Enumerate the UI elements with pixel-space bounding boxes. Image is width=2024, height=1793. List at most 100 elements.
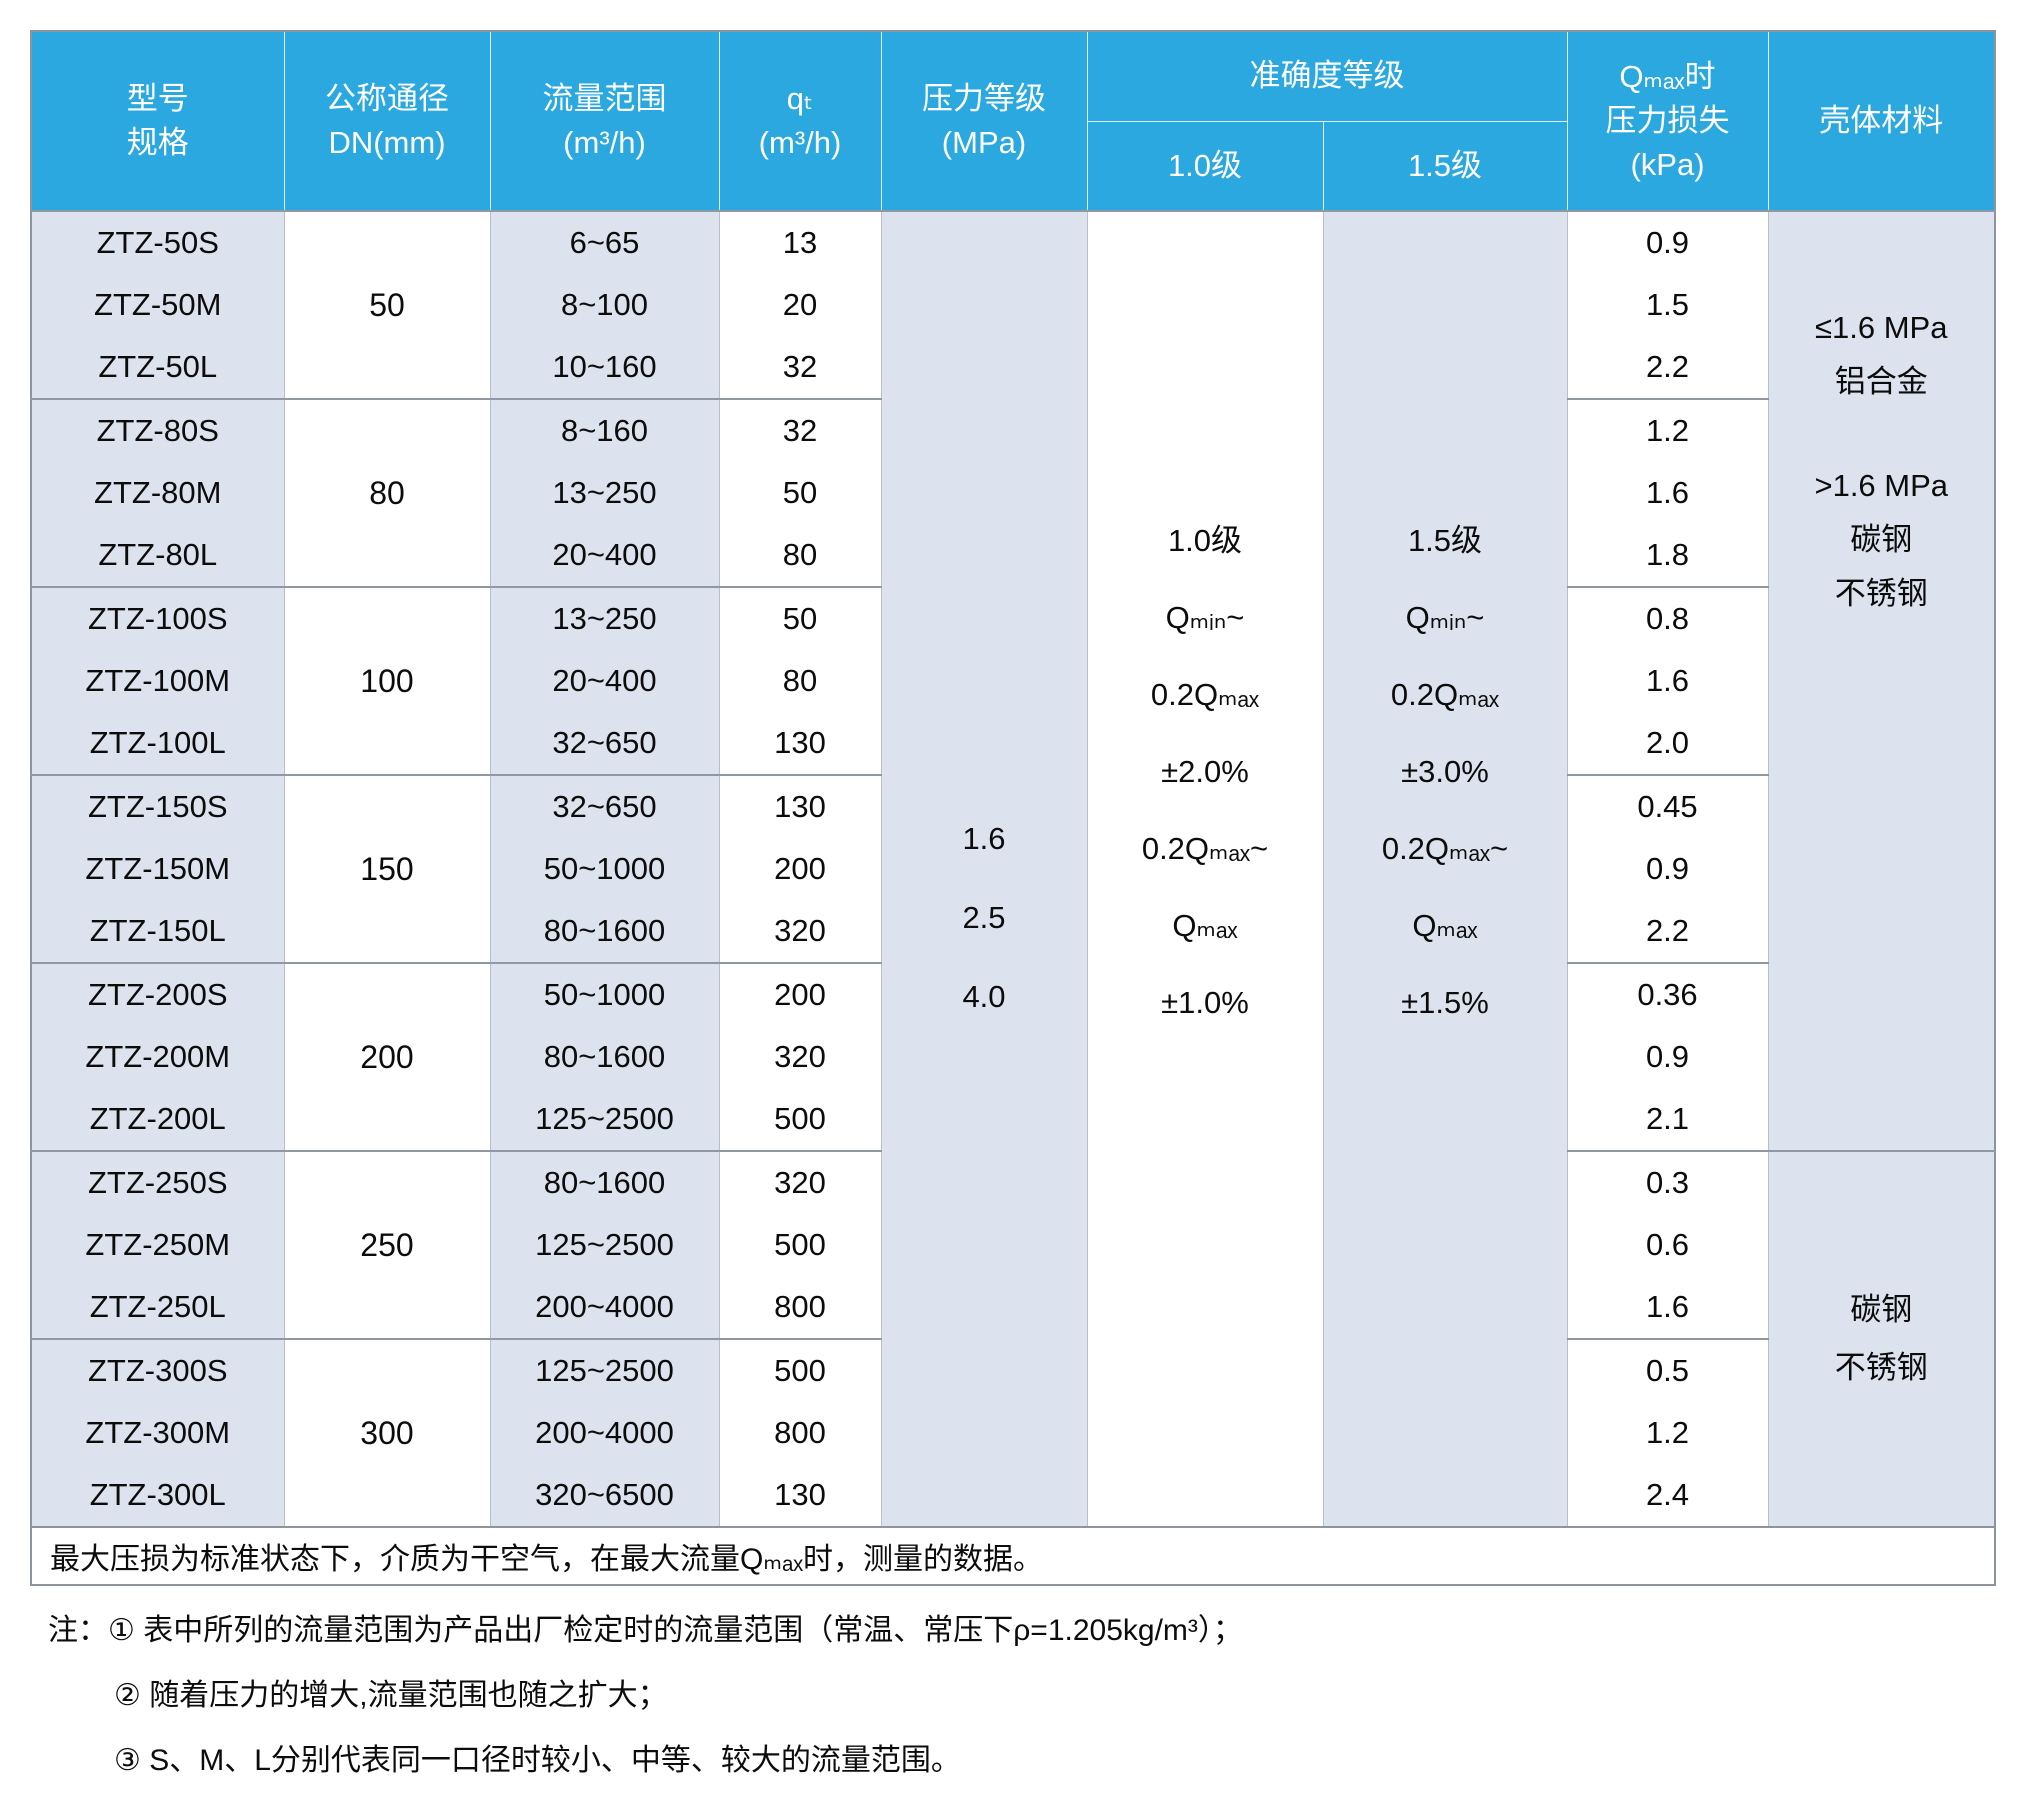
qt-cell: 500 bbox=[718, 1088, 882, 1151]
accuracy-1-0-cell-line: 0.2Qₘₐₓ~ bbox=[1141, 830, 1269, 866]
table-row: ZTZ-50L 10~160 32 2.2 bbox=[30, 336, 1995, 399]
header-accuracy-1-5: 1.5级 bbox=[1322, 120, 1568, 212]
qt-cell: 50 bbox=[718, 586, 882, 650]
flow-range-cell: 50~1000 bbox=[489, 838, 720, 900]
pressure-loss-cell: 0.6 bbox=[1566, 1214, 1769, 1276]
flow-range-cell: 8~160 bbox=[489, 398, 720, 462]
pressure-loss-cell: 2.2 bbox=[1566, 336, 1769, 399]
accuracy-1-5-cell-line: Qₘₐₓ bbox=[1412, 907, 1478, 943]
table-row: ZTZ-80M 13~250 50 1.6 bbox=[30, 462, 1995, 524]
footnote-item-1: 注：① 表中所列的流量范围为产品出厂检定时的流量范围（常温、常压下ρ=1.205… bbox=[48, 1614, 1243, 1647]
model-cell: ZTZ-200L bbox=[30, 1088, 285, 1151]
table-row: ZTZ-150M 50~1000 200 0.9 bbox=[30, 838, 1995, 900]
model-cell: ZTZ-250L bbox=[30, 1276, 285, 1339]
model-cell: ZTZ-250M bbox=[30, 1214, 285, 1276]
material-cell-lower-content: 碳钢 不锈钢 bbox=[1769, 1281, 1995, 1397]
qt-cell: 130 bbox=[718, 1464, 882, 1527]
material-cell-lower-line: 碳钢 bbox=[1850, 1292, 1913, 1327]
table-row: ZTZ-200M 80~1600 320 0.9 bbox=[30, 1026, 1995, 1088]
flow-range-cell: 200~4000 bbox=[489, 1402, 720, 1464]
qt-cell: 32 bbox=[718, 336, 882, 399]
table-row: ZTZ-150S 150 32~650 130 0.45 bbox=[30, 774, 1995, 963]
dn-cell: 300 bbox=[283, 1338, 491, 1527]
pressure-loss-cell: 1.8 bbox=[1566, 524, 1769, 587]
flow-range-cell: 32~650 bbox=[489, 774, 720, 838]
flow-range-cell: 80~1600 bbox=[489, 900, 720, 963]
dn-cell: 50 bbox=[283, 210, 491, 399]
model-cell: ZTZ-80L bbox=[30, 524, 285, 587]
pressure-loss-cell: 2.2 bbox=[1566, 900, 1769, 963]
model-cell: ZTZ-300M bbox=[30, 1402, 285, 1464]
footnotes: 注：① 表中所列的流量范围为产品出厂检定时的流量范围（常温、常压下ρ=1.205… bbox=[48, 1598, 1243, 1793]
material-cell-upper: ≤1.6 MPa 铝合金 >1.6 MPa 碳钢 不锈钢 bbox=[1767, 210, 1996, 1151]
qt-cell: 50 bbox=[718, 462, 882, 524]
pressure-loss-cell: 0.9 bbox=[1566, 210, 1769, 274]
table-row: ZTZ-300M 200~4000 800 1.2 bbox=[30, 1402, 1995, 1464]
material-cell-upper-content: ≤1.6 MPa 铝合金 >1.6 MPa 碳钢 不锈钢 bbox=[1769, 301, 1995, 621]
dn-cell: 150 bbox=[283, 774, 491, 963]
flow-range-cell: 13~250 bbox=[489, 586, 720, 650]
material-cell-upper-line: >1.6 MPa bbox=[1814, 468, 1949, 503]
flow-range-cell: 8~100 bbox=[489, 274, 720, 336]
table-header: 型号 规格 公称通径 DN(mm) 流量范围 (m³/h) qₜ (m³/h) … bbox=[30, 30, 1996, 212]
accuracy-1-0-cell-line: 0.2Qₘₐₓ bbox=[1150, 676, 1260, 712]
flow-range-cell: 13~250 bbox=[489, 462, 720, 524]
pressure-loss-cell: 1.2 bbox=[1566, 398, 1769, 462]
pressure-rating-cell-line: 4.0 bbox=[962, 978, 1006, 1014]
model-cell: ZTZ-100S bbox=[30, 586, 285, 650]
pressure-rating-cell: 1.6 2.5 4.0 bbox=[880, 210, 1088, 1527]
pressure-loss-cell: 0.8 bbox=[1566, 586, 1769, 650]
table-row: ZTZ-50S 50 6~65 13 1.6 2.5 4.0 1.0级 Qₘᵢₙ~ 0.2Qₘₐₓ… bbox=[30, 210, 1996, 1527]
flow-range-cell: 20~400 bbox=[489, 524, 720, 587]
dn-cell: 100 bbox=[283, 586, 491, 775]
accuracy-1-0-cell-content: 1.0级 Qₘᵢₙ~ 0.2Qₘₐₓ ±2.0% 0.2Qₘₐₓ~ Qₘₐₓ ±1.0% bbox=[1088, 502, 1323, 1041]
pressure-loss-cell: 2.0 bbox=[1566, 712, 1769, 775]
table-row: ZTZ-200S 200 50~1000 200 0.36 bbox=[30, 962, 1995, 1151]
table-body: ZTZ-50S 50 6~65 13 1.6 2.5 4.0 1.0级 Qₘᵢₙ~ 0.2Qₘₐₓ… bbox=[30, 210, 1996, 1585]
header-pressure-loss: Qₘₐₓ时 压力损失 (kPa) bbox=[1566, 30, 1769, 212]
table-row: ZTZ-80S 80 8~160 32 1.2 bbox=[30, 398, 1995, 587]
table-row: ZTZ-100M 20~400 80 1.6 bbox=[30, 650, 1995, 712]
qt-cell: 320 bbox=[718, 1150, 882, 1214]
model-cell: ZTZ-200M bbox=[30, 1026, 285, 1088]
table-row: ZTZ-200L 125~2500 500 2.1 bbox=[30, 1088, 1995, 1151]
model-cell: ZTZ-100L bbox=[30, 712, 285, 775]
header-pressure: 压力等级 (MPa) bbox=[880, 30, 1088, 212]
model-cell: ZTZ-300S bbox=[30, 1338, 285, 1402]
pressure-loss-cell: 0.45 bbox=[1566, 774, 1769, 838]
flow-range-cell: 80~1600 bbox=[489, 1150, 720, 1214]
table-row: ZTZ-300L 320~6500 130 2.4 bbox=[30, 1464, 1995, 1527]
flow-range-cell: 32~650 bbox=[489, 712, 720, 775]
qt-cell: 20 bbox=[718, 274, 882, 336]
material-cell-upper-line: 铝合金 bbox=[1834, 364, 1928, 399]
accuracy-1-0-cell-line: Qₘᵢₙ~ bbox=[1165, 599, 1245, 635]
table-row: ZTZ-250S 250 80~1600 320 0.3 碳钢 不锈钢 bbox=[30, 1150, 1996, 1527]
accuracy-1-5-cell: 1.5级 Qₘᵢₙ~ 0.2Qₘₐₓ ±3.0% 0.2Qₘₐₓ~ Qₘₐₓ ±1.5% bbox=[1322, 210, 1568, 1527]
table-row: ZTZ-150L 80~1600 320 2.2 bbox=[30, 900, 1995, 963]
model-cell: ZTZ-300L bbox=[30, 1464, 285, 1527]
material-cell-upper-line bbox=[1769, 409, 1995, 459]
flow-range-cell: 200~4000 bbox=[489, 1276, 720, 1339]
model-cell: ZTZ-50M bbox=[30, 274, 285, 336]
header-accuracy-1-0: 1.0级 bbox=[1086, 120, 1324, 212]
accuracy-1-0-cell-line: ±2.0% bbox=[1161, 753, 1249, 789]
model-cell: ZTZ-100M bbox=[30, 650, 285, 712]
model-cell: ZTZ-80S bbox=[30, 398, 285, 462]
table-row: ZTZ-100L 32~650 130 2.0 bbox=[30, 712, 1995, 775]
qt-cell: 80 bbox=[718, 650, 882, 712]
pressure-loss-cell: 2.4 bbox=[1566, 1464, 1769, 1527]
material-cell-lower-line: 不锈钢 bbox=[1834, 1350, 1928, 1385]
material-cell-lower: 碳钢 不锈钢 bbox=[1767, 1150, 1996, 1527]
pressure-loss-cell: 1.6 bbox=[1566, 650, 1769, 712]
dn-cell: 250 bbox=[283, 1150, 491, 1339]
flow-range-cell: 10~160 bbox=[489, 336, 720, 399]
qt-cell: 320 bbox=[718, 1026, 882, 1088]
accuracy-1-5-cell-line: 1.5级 bbox=[1407, 522, 1483, 558]
flow-range-cell: 125~2500 bbox=[489, 1214, 720, 1276]
table-row: ZTZ-300S 300 125~2500 500 0.5 bbox=[30, 1338, 1995, 1527]
model-cell: ZTZ-150S bbox=[30, 774, 285, 838]
accuracy-1-5-cell-line: 0.2Qₘₐₓ bbox=[1390, 676, 1500, 712]
flow-range-cell: 125~2500 bbox=[489, 1088, 720, 1151]
flow-range-cell: 125~2500 bbox=[489, 1338, 720, 1402]
qt-cell: 130 bbox=[718, 774, 882, 838]
